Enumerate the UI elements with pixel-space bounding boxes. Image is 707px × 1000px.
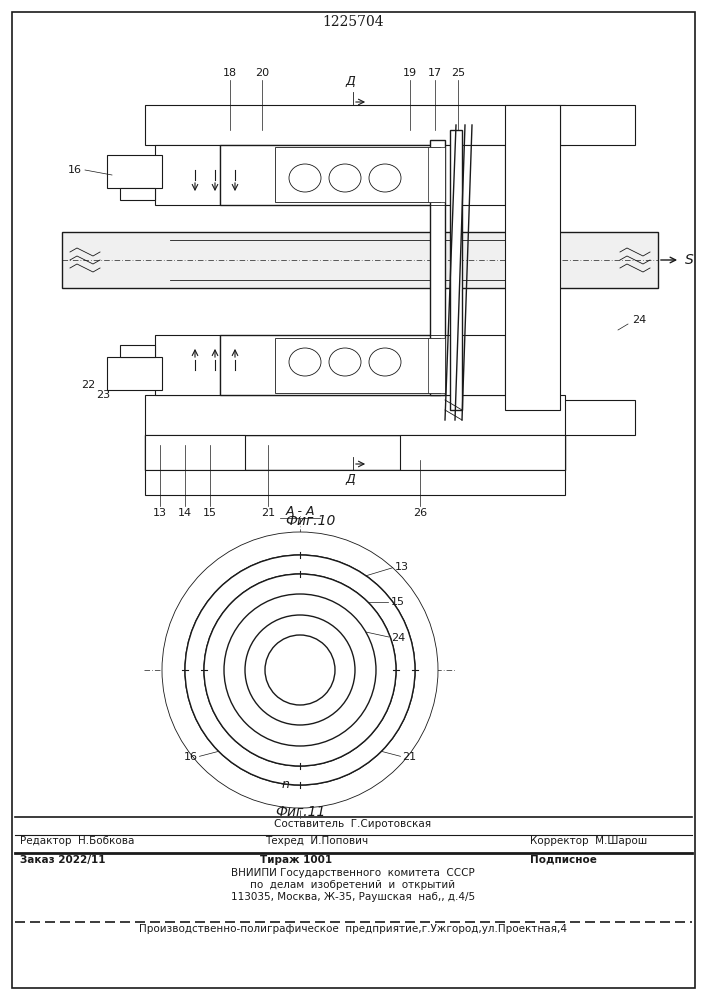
Circle shape [265,635,335,705]
Bar [145,435,245,470]
Text: 1225704: 1225704 [322,15,384,29]
Bar [428,338,445,393]
Text: 24: 24 [391,633,405,643]
Ellipse shape [329,164,361,192]
Text: 25: 25 [451,68,465,78]
Bar [107,357,162,390]
Bar [145,470,565,495]
Bar [440,145,505,205]
Ellipse shape [369,348,401,376]
Bar [155,145,220,205]
Text: 24: 24 [632,315,646,325]
Text: 20: 20 [255,68,269,78]
Text: Тираж 1001: Тираж 1001 [260,855,332,865]
Text: Фиг.11: Фиг.11 [275,805,325,819]
Bar [155,335,220,395]
Bar [220,145,440,205]
Text: Д: Д [345,473,355,486]
Text: 13: 13 [395,562,409,572]
Circle shape [204,574,396,766]
Text: 113035, Москва, Ж-35, Раушская  наб,, д.4/5: 113035, Москва, Ж-35, Раушская наб,, д.4… [231,892,475,902]
Text: Техред  И.Попович: Техред И.Попович [265,836,368,846]
Bar [145,395,565,435]
Bar [107,155,162,188]
Bar [145,105,565,145]
Text: 14: 14 [178,508,192,518]
Circle shape [185,555,415,785]
Bar [430,140,445,395]
Text: Составитель  Г.Сиротовская: Составитель Г.Сиротовская [274,819,431,829]
Bar [428,338,445,393]
Circle shape [185,555,415,785]
Bar [440,335,505,395]
Text: 18: 18 [223,68,237,78]
Ellipse shape [329,348,361,376]
Bar [120,345,155,357]
Circle shape [162,532,438,808]
Bar [145,395,565,435]
Ellipse shape [289,348,321,376]
Bar [560,105,635,145]
Bar [400,435,565,470]
Text: 19: 19 [403,68,417,78]
Bar [505,105,560,410]
Bar [428,147,445,202]
Text: 21: 21 [261,508,275,518]
Circle shape [224,594,376,746]
Circle shape [245,615,355,725]
Text: ВНИИПИ Государственного  комитета  СССР: ВНИИПИ Государственного комитета СССР [231,868,475,878]
Text: 23: 23 [96,390,110,400]
Bar [155,335,220,395]
Bar [505,105,560,410]
Bar [440,145,505,205]
Text: 13: 13 [153,508,167,518]
Ellipse shape [369,164,401,192]
Bar [120,188,155,200]
Bar [220,335,440,395]
Bar [275,338,440,393]
Bar [145,435,565,470]
Text: S: S [685,253,694,267]
Ellipse shape [289,164,321,192]
Bar [400,435,565,470]
Text: Заказ 2022/11: Заказ 2022/11 [20,855,105,865]
Text: Производственно-полиграфическое  предприятие,г.Ужгород,ул.Проектная,4: Производственно-полиграфическое предприя… [139,924,567,934]
Bar [120,345,155,357]
Bar [107,155,162,188]
Bar [107,357,162,390]
Text: 17: 17 [428,68,442,78]
Bar [450,130,462,410]
Text: 15: 15 [390,597,404,607]
Bar [560,105,635,145]
Text: Д: Д [345,75,355,88]
Text: 15: 15 [203,508,217,518]
Bar [145,105,565,145]
Bar [560,400,635,435]
Bar [560,400,635,435]
Text: по  делам  изобретений  и  открытий: по делам изобретений и открытий [250,880,455,890]
Text: А - А: А - А [285,505,315,518]
Text: 16: 16 [184,752,197,762]
Bar [145,470,565,495]
Text: 26: 26 [413,508,427,518]
Text: Редактор  Н.Бобкова: Редактор Н.Бобкова [20,836,134,846]
Text: Корректор  М.Шарош: Корректор М.Шарош [530,836,647,846]
Bar [145,435,245,470]
Text: 21: 21 [402,752,416,762]
Bar [120,188,155,200]
Text: Фиг.10: Фиг.10 [285,514,335,528]
Text: n: n [281,778,289,791]
Bar [428,147,445,202]
Bar [275,147,440,202]
Text: Подписное: Подписное [530,855,597,865]
Circle shape [204,574,396,766]
Text: 16: 16 [68,165,82,175]
Bar [62,232,658,288]
Text: 22: 22 [81,380,95,390]
Bar [155,145,220,205]
Bar [440,335,505,395]
